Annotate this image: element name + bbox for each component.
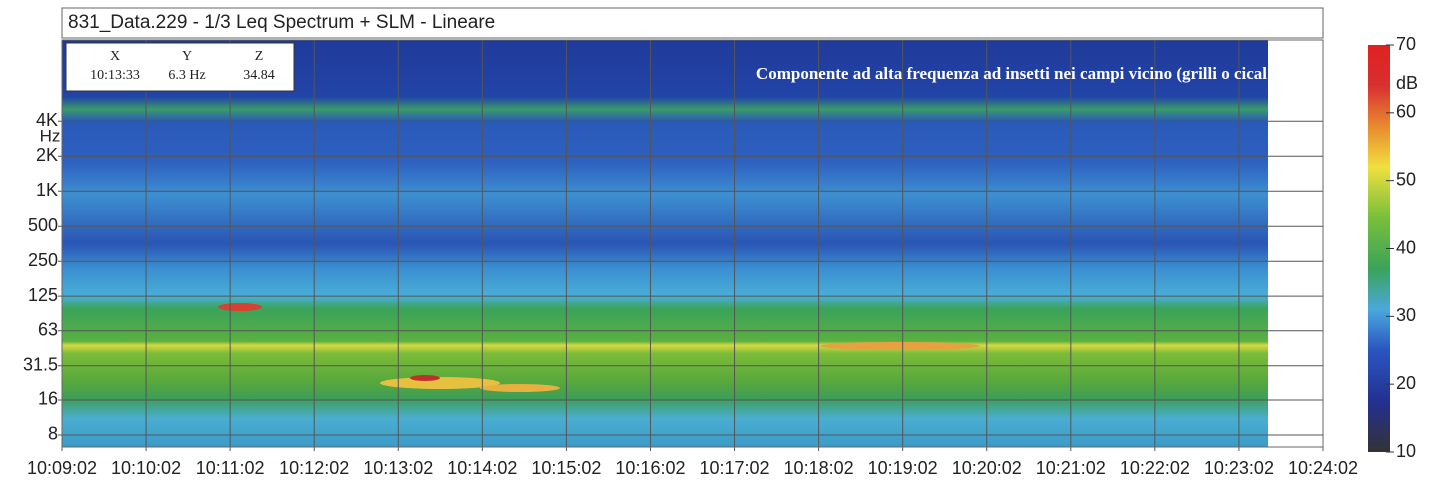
- cursor-header: Y: [182, 49, 192, 64]
- grid: [58, 40, 1324, 451]
- colorbar: [1368, 45, 1390, 452]
- hotspot: [380, 377, 500, 389]
- y-unit: Hz: [40, 126, 61, 145]
- colorbar-tick-label: 40: [1396, 237, 1416, 257]
- x-tick-label: 10:13:02: [363, 458, 433, 478]
- cursor-value: 10:13:33: [90, 68, 140, 83]
- y-tick-label: 250: [28, 250, 58, 270]
- y-tick-label: 125: [28, 285, 58, 305]
- x-tick-label: 10:18:02: [784, 458, 854, 478]
- annotation: Componente ad alta frequenza ad insetti …: [756, 64, 1267, 83]
- y-tick-label: 500: [28, 215, 58, 235]
- x-tick-label: 10:24:02: [1288, 458, 1358, 478]
- x-tick-label: 10:17:02: [699, 458, 769, 478]
- x-tick-label: 10:23:02: [1204, 458, 1274, 478]
- x-tick-label: 10:22:02: [1120, 458, 1190, 478]
- y-tick-label: 63: [38, 320, 58, 340]
- colorbar-tick-label: 10: [1396, 441, 1416, 461]
- plot-frame: [61, 39, 1324, 448]
- colorbar-tick-label: 20: [1396, 373, 1416, 393]
- cursor-value: 34.84: [243, 68, 275, 83]
- cursor-header: X: [110, 49, 120, 64]
- colorbar-tick-label: 30: [1396, 305, 1416, 325]
- x-tick-label: 10:21:02: [1036, 458, 1106, 478]
- x-tick-label: 10:10:02: [111, 458, 181, 478]
- y-tick-label: 1K: [36, 180, 58, 200]
- colorbar-tick-label: 50: [1396, 169, 1416, 189]
- x-tick-label: 10:12:02: [279, 458, 349, 478]
- x-tick-label: 10:19:02: [868, 458, 938, 478]
- y-tick-label: 31.5: [23, 355, 58, 375]
- colorbar-tick-label: 70: [1396, 34, 1416, 54]
- cursor-header: Z: [255, 49, 264, 64]
- x-tick-label: 10:11:02: [196, 458, 265, 478]
- hotspot: [218, 303, 262, 311]
- x-tick-label: 10:16:02: [615, 458, 685, 478]
- title-bar: [61, 7, 1324, 39]
- hotspot: [820, 342, 980, 350]
- x-tick-label: 10:20:02: [952, 458, 1022, 478]
- hotspot: [480, 384, 560, 392]
- colorbar-label: dB: [1396, 73, 1418, 93]
- y-tick-label: 2K: [36, 145, 58, 165]
- y-tick-label: 4K: [36, 110, 58, 130]
- y-tick-label: 16: [38, 389, 58, 409]
- cursor-box: [65, 42, 295, 92]
- chart-title: 831_Data.229 - 1/3 Leq Spectrum + SLM - …: [68, 12, 495, 33]
- x-tick-label: 10:15:02: [531, 458, 601, 478]
- cursor-value: 6.3 Hz: [168, 68, 205, 83]
- y-tick-label: 8: [48, 424, 58, 444]
- hotspot: [410, 375, 440, 381]
- colorbar-tick-label: 60: [1396, 102, 1416, 122]
- x-tick-label: 10:14:02: [447, 458, 517, 478]
- x-tick-label: 10:09:02: [27, 458, 97, 478]
- spectrogram: [62, 40, 1268, 447]
